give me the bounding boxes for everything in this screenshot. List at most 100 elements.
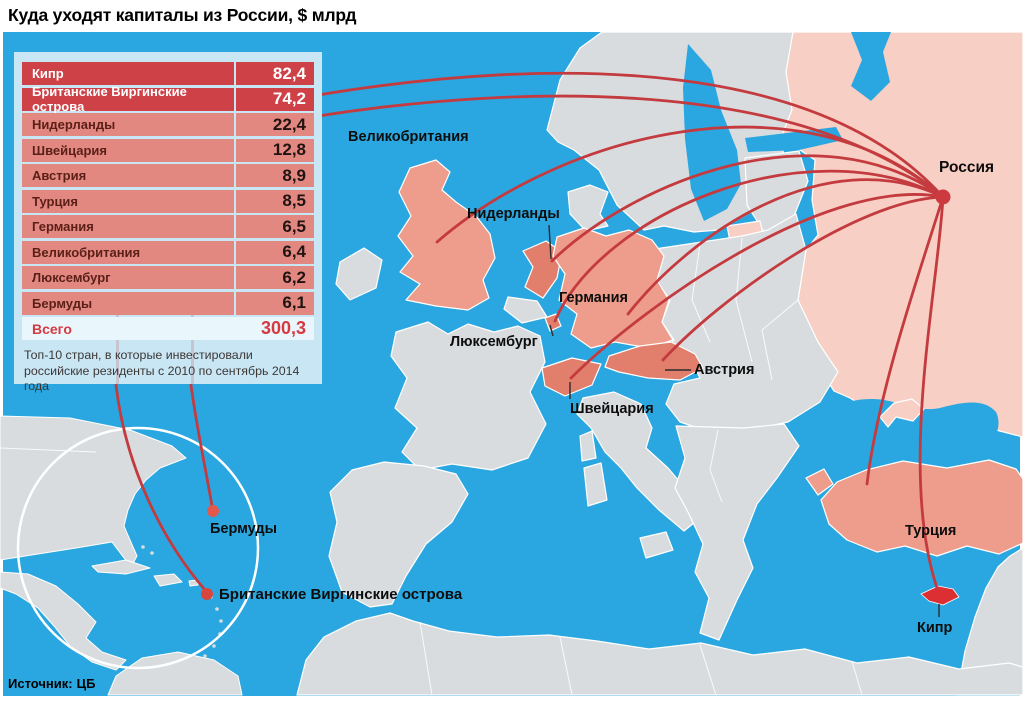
country-cyprus-shape <box>920 585 960 606</box>
flow-line-to-bvi-dot <box>114 383 207 592</box>
country-netherlands-shape <box>522 240 563 299</box>
table-row: Люксембург 6,2 <box>22 266 314 289</box>
russia-origin-dot <box>935 189 951 205</box>
flow-line-germany <box>626 178 945 316</box>
sicily-shape <box>639 531 674 559</box>
gulf-of-finland <box>745 127 843 152</box>
country-cell: Австрия <box>22 164 234 187</box>
table-row: Австрия 8,9 <box>22 164 314 187</box>
flow-line-turkey <box>865 195 945 486</box>
country-cell: Великобритания <box>22 240 234 264</box>
value-cell: 74,2 <box>236 87 314 111</box>
iberia-shape <box>328 461 469 608</box>
value-cell: 8,9 <box>236 164 314 187</box>
south-america-shape <box>107 651 243 696</box>
callout-luxembourg <box>549 324 554 337</box>
total-label: Всего <box>32 320 72 337</box>
map-label-turkey: Турция <box>905 523 957 539</box>
callout-lines <box>548 224 940 617</box>
map-label-austria: Австрия <box>694 362 755 378</box>
landmasses <box>296 31 1023 696</box>
flow-line-to-bermuda-dot <box>189 383 214 508</box>
country-cell: Германия <box>22 215 234 238</box>
table-row: Германия 6,5 <box>22 215 314 238</box>
flow-line-switzerland <box>569 193 945 380</box>
capital-table-rows: Кипр 82,4 Британские Виргинские острова 74,… <box>22 62 314 315</box>
map-label-germany: Германия <box>559 290 628 306</box>
table-row: Нидерланды 22,4 <box>22 113 314 136</box>
sardinia-shape <box>583 462 608 507</box>
france-shape <box>390 321 547 471</box>
table-row: Великобритания 6,4 <box>22 240 314 264</box>
puerto-rico-shape <box>188 579 199 587</box>
value-cell: 82,4 <box>236 62 314 85</box>
callout-netherlands <box>548 224 552 260</box>
map-label-cyprus: Кипр <box>917 620 953 636</box>
flow-lines <box>114 71 945 592</box>
table-row: Кипр 82,4 <box>22 62 314 85</box>
black-sea <box>818 399 999 458</box>
north-america-shape <box>0 415 187 568</box>
source-value: ЦБ <box>76 676 96 691</box>
flow-line-netherlands <box>550 154 945 263</box>
turkey-europe-shape <box>805 468 834 496</box>
value-cell: 6,4 <box>236 240 314 264</box>
map-label-russia: Россия <box>939 159 995 176</box>
hispaniola-shape <box>153 573 183 587</box>
country-cell: Британские Виргинские острова <box>22 84 234 114</box>
map-label-luxembourg: Люксембург <box>450 334 538 350</box>
flow-line-cyprus <box>918 195 945 590</box>
infographic-title: Куда уходят капиталы из России, $ млрд <box>8 5 357 25</box>
us-border-line <box>0 447 97 453</box>
corsica-shape <box>579 430 597 462</box>
flow-line-austria <box>661 195 945 362</box>
map-label-uk: Великобритания <box>348 129 469 145</box>
country-cell: Швейцария <box>22 138 234 162</box>
map-label-bermuda: Бермуды <box>210 521 277 537</box>
value-cell: 12,8 <box>236 138 314 162</box>
crimea-shape <box>879 398 925 428</box>
source-label: Источник: <box>8 676 73 691</box>
table-row: Бермуды 6,1 <box>22 291 314 315</box>
flow-line-bvi-to-table <box>316 71 945 199</box>
map-label-bvi: Британские Виргинские острова <box>219 586 463 603</box>
table-footnote: Топ-10 стран, в которые инвестировали ро… <box>24 348 300 393</box>
ghost-line-bermuda <box>191 314 194 384</box>
white-sea <box>851 32 891 101</box>
country-cell: Турция <box>22 189 234 213</box>
atlantic-inset <box>0 415 260 696</box>
bvi-dot <box>201 588 213 600</box>
ireland-shape <box>335 247 383 301</box>
value-cell: 8,5 <box>236 189 314 213</box>
flow-line-uk <box>435 125 945 244</box>
value-cell: 6,1 <box>236 291 314 315</box>
capital-table-panel: Кипр 82,4 Британские Виргинские острова 74,… <box>14 52 322 393</box>
country-cell: Бермуды <box>22 291 234 315</box>
value-cell: 6,5 <box>236 215 314 238</box>
value-cell: 6,2 <box>236 266 314 289</box>
cuba-shape <box>91 559 151 575</box>
table-row: Турция 8,5 <box>22 189 314 213</box>
north-africa-shape <box>296 612 1023 696</box>
inset-circle-outline <box>16 426 260 670</box>
country-cell: Нидерланды <box>22 113 234 136</box>
belgium-shape <box>503 296 548 324</box>
country-cell: Люксембург <box>22 266 234 289</box>
map-label-switzerland: Швейцария <box>570 401 654 417</box>
bermuda-dot <box>207 505 219 517</box>
country-borders <box>419 237 863 696</box>
country-cell: Кипр <box>22 62 234 85</box>
total-value: 300,3 <box>260 318 306 338</box>
value-cell: 22,4 <box>236 113 314 136</box>
table-total-row: Всего 300,3 <box>22 317 314 340</box>
italy-shape <box>576 391 701 532</box>
table-row: Швейцария 12,8 <box>22 138 314 162</box>
central-america-shape <box>0 571 127 671</box>
gulf-of-bothnia <box>683 44 741 221</box>
flow-line-luxembourg <box>553 169 945 323</box>
balkans-shape <box>674 423 800 641</box>
map-label-netherlands: Нидерланды <box>467 206 560 222</box>
ghost-line-bvi <box>116 314 119 384</box>
source-line: Источник: ЦБ <box>8 676 95 691</box>
